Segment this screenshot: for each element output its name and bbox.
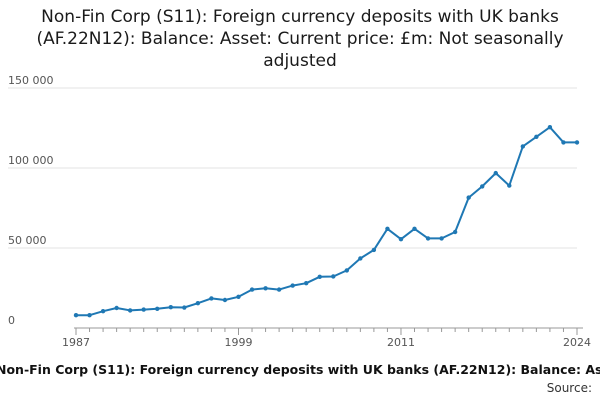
data-point — [385, 226, 390, 231]
data-point — [574, 140, 580, 145]
data-point — [100, 309, 106, 314]
data-point — [263, 286, 268, 291]
data-point — [425, 236, 431, 241]
x-tick-label: 2011 — [387, 336, 415, 349]
data-point — [547, 125, 553, 130]
x-tick-label: 2024 — [563, 336, 591, 349]
source-label: Source: — [546, 381, 592, 395]
data-point — [182, 305, 187, 310]
y-tick-label: 100 000 — [8, 154, 54, 167]
data-point — [222, 297, 228, 303]
data-point — [493, 170, 498, 176]
data-point — [398, 237, 404, 242]
data-point — [412, 226, 417, 231]
data-point — [303, 281, 309, 286]
y-tick-label: 50 000 — [8, 234, 47, 247]
y-axis: 0 50 000 100 000 150 000 — [8, 74, 54, 327]
data-point — [114, 305, 119, 311]
x-axis: 1987 1999 2011 2024 — [62, 327, 591, 349]
data-point — [127, 308, 133, 313]
data-point — [480, 184, 485, 189]
data-point — [534, 134, 539, 139]
data-point — [507, 183, 512, 188]
series-layer — [73, 125, 580, 318]
data-point — [358, 256, 363, 261]
gridlines — [8, 87, 577, 249]
data-point — [439, 236, 444, 241]
series-label: Non-Fin Corp (S11): Foreign currency dep… — [0, 362, 600, 377]
data-point — [236, 294, 241, 299]
data-point — [73, 313, 79, 318]
data-point — [317, 274, 322, 279]
data-point — [331, 274, 336, 279]
y-tick-label: 0 — [8, 314, 15, 327]
series-line — [76, 126, 577, 317]
data-point — [209, 296, 214, 301]
y-tick-label: 150 000 — [8, 74, 54, 87]
data-point — [561, 140, 566, 145]
data-point — [276, 287, 282, 292]
data-point — [195, 301, 201, 306]
data-point — [168, 305, 173, 310]
data-point — [290, 283, 295, 288]
x-tick-label: 1999 — [224, 336, 252, 349]
data-point — [452, 229, 458, 235]
data-point — [87, 313, 92, 318]
x-tick-label: 1987 — [62, 336, 90, 349]
data-point — [155, 306, 160, 311]
data-point — [141, 307, 146, 312]
data-point — [344, 268, 350, 273]
data-point — [466, 195, 471, 200]
data-point — [371, 247, 377, 253]
chart-title: Non-Fin Corp (S11): Foreign currency dep… — [36, 7, 564, 71]
data-point — [520, 144, 526, 149]
data-point — [249, 287, 255, 292]
